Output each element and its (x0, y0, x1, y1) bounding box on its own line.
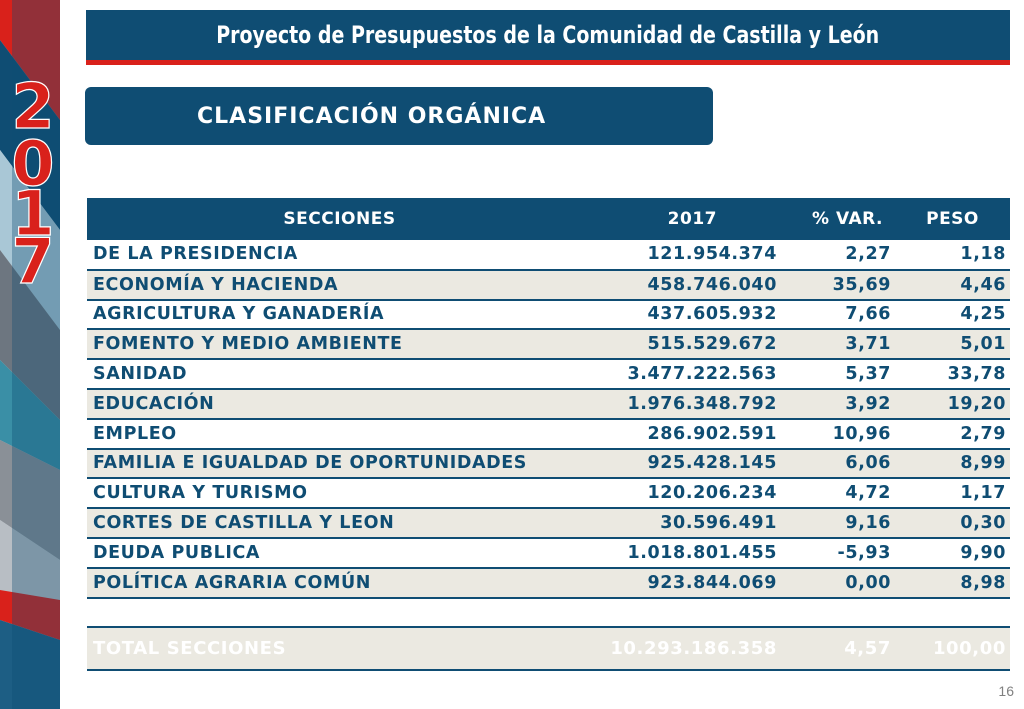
variation-cell: 9,16 (845, 513, 891, 534)
variation-cell: 10,96 (832, 423, 891, 444)
section-name-cell: POLÍTICA AGRARIA COMÚN (93, 572, 372, 593)
weight-cell: 1,18 (960, 244, 1006, 265)
weight-cell: 0,30 (960, 513, 1006, 534)
sidebar-year-digit: 7 (11, 225, 54, 298)
section-name-cell: DE LA PRESIDENCIA (93, 244, 298, 265)
total-variation-cell: 4,57 (844, 638, 891, 660)
table-row: CORTES DE CASTILLA Y LEON 30.596.491 9,16 0… (87, 508, 1010, 538)
table-row: POLÍTICA AGRARIA COMÚN 923.844.069 0,00 8,9… (87, 567, 1010, 598)
column-header-2017: 2017 (667, 209, 717, 229)
weight-cell: 2,79 (960, 423, 1006, 444)
sidebar-year-digit: 1 (11, 177, 54, 250)
weight-cell: 5,01 (960, 334, 1006, 355)
weight-cell: 1,17 (960, 483, 1006, 504)
table-row: DEUDA PUBLICA 1.018.801.455 -5,93 9,90 (87, 537, 1010, 568)
variation-cell: 4,72 (845, 483, 891, 504)
page-title: Proyecto de Presupuestos de la Comunidad… (216, 21, 880, 49)
variation-cell: 3,71 (845, 334, 891, 355)
amount-cell: 121.954.374 (647, 244, 777, 265)
weight-cell: 8,98 (960, 572, 1006, 593)
weight-cell: 19,20 (947, 393, 1006, 414)
section-name-cell: ECONOMÍA Y HACIENDA (93, 274, 339, 295)
amount-cell: 515.529.672 (647, 334, 777, 355)
amount-cell: 925.428.145 (647, 453, 777, 474)
section-name-cell: FOMENTO Y MEDIO AMBIENTE (93, 334, 403, 355)
section-name-cell: AGRICULTURA Y GANADERÍA (93, 304, 385, 325)
sidebar-year-digit: 0 (11, 127, 54, 200)
sidebar-graphic: 2 0 1 7 (0, 0, 60, 709)
total-amount-cell: 10.293.186.358 (610, 638, 777, 660)
variation-cell: 5,37 (845, 364, 891, 385)
amount-cell: 437.605.932 (647, 304, 777, 325)
table-header-row: SECCIONES 2017 % VAR. PESO (87, 198, 1010, 240)
total-label-cell: TOTAL SECCIONES (93, 638, 287, 660)
column-header-secciones: SECCIONES (283, 209, 396, 229)
table-body: DE LA PRESIDENCIA 121.954.374 2,27 1,18 ECON… (87, 240, 1010, 671)
table-row: ECONOMÍA Y HACIENDA 458.746.040 35,69 4,46 (87, 269, 1010, 300)
variation-cell: 0,00 (845, 572, 891, 593)
amount-cell: 1.018.801.455 (627, 542, 777, 563)
amount-cell: 458.746.040 (647, 274, 777, 295)
variation-cell: 3,92 (845, 393, 891, 414)
section-name-cell: DEUDA PUBLICA (93, 542, 261, 563)
variation-cell: 6,06 (845, 453, 891, 474)
table-row: EDUCACIÓN 1.976.348.792 3,92 19,20 (87, 388, 1010, 419)
column-header-var: % VAR. (812, 209, 883, 229)
variation-cell: 35,69 (832, 274, 891, 295)
section-name-cell: CORTES DE CASTILLA Y LEON (93, 513, 395, 534)
section-heading-box: CLASIFICACIÓN ORGÁNICA (85, 87, 713, 145)
header-bar: Proyecto de Presupuestos de la Comunidad… (86, 10, 1010, 65)
budget-table: SECCIONES 2017 % VAR. PESO DE LA PRESIDE… (87, 198, 1010, 671)
page-number: 16 (998, 683, 1014, 699)
total-row: TOTAL SECCIONES 10.293.186.358 4,57 100,00 (87, 627, 1010, 671)
section-name-cell: FAMILIA E IGUALDAD DE OPORTUNIDADES (93, 453, 527, 474)
sidebar-decoration: 2 0 1 7 (0, 0, 60, 709)
section-title: CLASIFICACIÓN ORGÁNICA (197, 103, 547, 129)
table-row: FAMILIA E IGUALDAD DE OPORTUNIDADES 925.4… (87, 448, 1010, 479)
spacer-row (87, 597, 1010, 628)
table-row: FOMENTO Y MEDIO AMBIENTE 515.529.672 3,71 5… (87, 329, 1010, 360)
table-row: SANIDAD 3.477.222.563 5,37 33,78 (87, 359, 1010, 389)
weight-cell: 9,90 (960, 542, 1006, 563)
table-row: DE LA PRESIDENCIA 121.954.374 2,27 1,18 (87, 240, 1010, 270)
section-name-cell: SANIDAD (93, 364, 188, 385)
weight-cell: 33,78 (947, 364, 1006, 385)
weight-cell: 4,46 (960, 274, 1006, 295)
total-weight-cell: 100,00 (932, 638, 1006, 660)
weight-cell: 4,25 (960, 304, 1006, 325)
section-name-cell: EMPLEO (93, 423, 177, 444)
section-name-cell: CULTURA Y TURISMO (93, 483, 308, 504)
amount-cell: 1.976.348.792 (627, 393, 777, 414)
section-name-cell: EDUCACIÓN (93, 393, 215, 414)
column-header-peso: PESO (926, 209, 979, 229)
weight-cell: 8,99 (960, 453, 1006, 474)
spacer-cell (87, 597, 1010, 628)
amount-cell: 30.596.491 (660, 513, 777, 534)
sidebar-year-digit: 2 (11, 70, 54, 143)
amount-cell: 286.902.591 (647, 423, 777, 444)
amount-cell: 923.844.069 (647, 572, 777, 593)
table-row: EMPLEO 286.902.591 10,96 2,79 (87, 418, 1010, 449)
variation-cell: -5,93 (837, 542, 891, 563)
amount-cell: 120.206.234 (647, 483, 777, 504)
table-row: AGRICULTURA Y GANADERÍA 437.605.932 7,66 4,… (87, 299, 1010, 330)
amount-cell: 3.477.222.563 (627, 364, 777, 385)
table-row: CULTURA Y TURISMO 120.206.234 4,72 1,17 (87, 478, 1010, 509)
variation-cell: 2,27 (845, 244, 891, 265)
variation-cell: 7,66 (845, 304, 891, 325)
